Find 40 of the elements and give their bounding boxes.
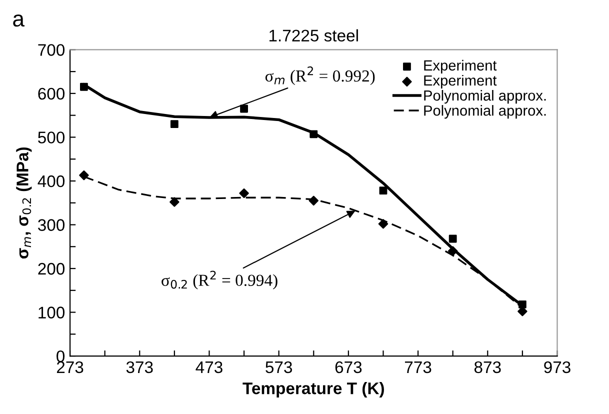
y-tick-label: 600 (38, 88, 65, 100)
point (308, 196, 318, 206)
point (378, 219, 388, 229)
point (448, 234, 457, 243)
x-tick-label: 473 (196, 361, 222, 374)
x-tick-label: 573 (266, 361, 292, 374)
y-tick-label: 100 (38, 306, 65, 318)
y-tick-label: 500 (38, 132, 65, 144)
point (518, 306, 528, 316)
point (310, 130, 318, 138)
x-axis-title: Temperature T (K) (242, 382, 384, 398)
point (379, 186, 388, 195)
point (170, 197, 180, 207)
point (518, 300, 526, 308)
point (79, 170, 89, 180)
point (240, 104, 248, 113)
x-tick-label: 673 (335, 361, 362, 374)
y-tick-label: 0 (56, 350, 65, 362)
legend-label: Polynomial approx. (424, 90, 546, 104)
annotation: σ$_{0.2}$ (R$^{2}$ = 0.994) (162, 270, 278, 290)
chart-title: 1.7225 steel (270, 29, 358, 42)
y-tick-label: 400 (38, 175, 65, 188)
text: a (13, 14, 25, 27)
legend-label: Experiment (424, 60, 497, 74)
y-axis-title: σ$_{m}$, σ$_{0.2}$ (MPa) (16, 147, 32, 259)
y-tick-label: 200 (38, 262, 65, 275)
point (448, 246, 458, 256)
point (239, 188, 249, 198)
point (170, 120, 178, 128)
x-tick-label: 973 (544, 361, 570, 374)
y-tick-label: 300 (38, 219, 65, 231)
legend-label: Polynomial approx. (424, 105, 546, 119)
x-tick-label: 873 (474, 361, 501, 374)
point (80, 82, 88, 91)
x-tick-label: 273 (56, 361, 84, 374)
legend-label: Experiment (424, 74, 497, 89)
x-tick-label: 373 (126, 361, 153, 374)
y-tick-label: 700 (38, 44, 65, 56)
x-tick-label: 773 (404, 361, 432, 374)
annotation: σ$_{m}$ (R$^{2}$ = 0.992) (265, 66, 375, 86)
